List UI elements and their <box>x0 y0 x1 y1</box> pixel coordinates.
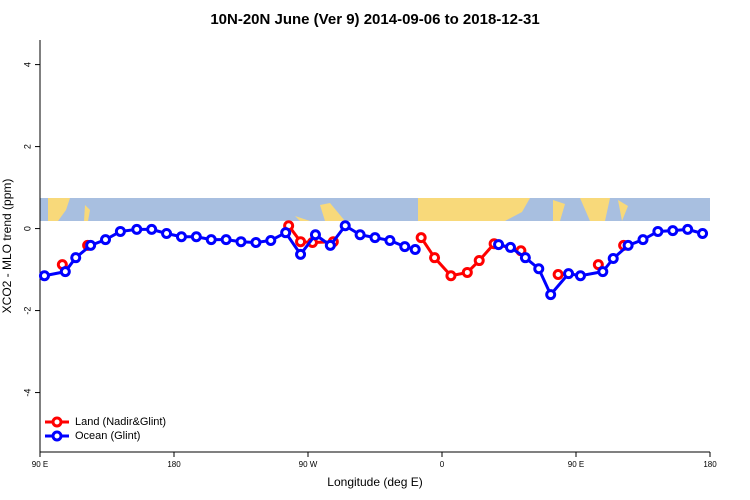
x-tick-label: 90 W <box>299 460 318 469</box>
legend-label: Land (Nadir&Glint) <box>75 416 166 428</box>
y-axis-label: XCO2 - MLO trend (ppm) <box>0 179 14 314</box>
y-tick-label: -4 <box>22 389 32 397</box>
data-point <box>667 225 679 237</box>
data-point <box>445 270 457 282</box>
data-point <box>161 227 173 239</box>
data-point <box>399 241 411 253</box>
data-point <box>59 266 71 278</box>
data-point <box>504 241 516 253</box>
data-point <box>235 236 247 248</box>
x-tick-label: 180 <box>703 460 717 469</box>
data-point <box>175 231 187 243</box>
data-point <box>519 252 531 264</box>
data-point <box>295 248 307 260</box>
data-point <box>409 243 421 255</box>
legend-marker <box>51 416 63 428</box>
data-point <box>415 232 427 244</box>
data-point <box>369 232 381 244</box>
data-point <box>473 255 485 267</box>
data-point <box>250 237 262 249</box>
data-point <box>309 229 321 241</box>
data-point <box>295 236 307 248</box>
data-point <box>354 229 366 241</box>
data-point <box>622 239 634 251</box>
data-point <box>205 234 217 246</box>
data-point <box>697 227 709 239</box>
y-tick-label: 0 <box>22 226 32 231</box>
legend-label: Ocean (Glint) <box>75 430 140 442</box>
legend-marker <box>51 430 63 442</box>
data-point <box>429 252 441 264</box>
data-point <box>637 234 649 246</box>
data-point <box>339 220 351 232</box>
data-point <box>265 234 277 246</box>
y-tick-label: -2 <box>22 307 32 315</box>
data-point <box>38 270 50 282</box>
data-point <box>493 239 505 251</box>
data-point <box>652 225 664 237</box>
data-point <box>545 289 557 301</box>
x-tick-label: 90 E <box>568 460 584 469</box>
data-point <box>100 234 112 246</box>
x-tick-label: 0 <box>440 460 445 469</box>
data-point <box>220 234 232 246</box>
data-point <box>324 239 336 251</box>
x-axis-label: Longitude (deg E) <box>327 475 422 489</box>
data-point <box>70 252 82 264</box>
data-point <box>114 225 126 237</box>
y-tick-label: 2 <box>22 144 32 149</box>
data-point <box>682 223 694 235</box>
data-point <box>607 253 619 265</box>
data-point <box>384 234 396 246</box>
x-tick-label: 180 <box>167 460 181 469</box>
data-point <box>461 266 473 278</box>
data-point <box>597 266 609 278</box>
data-point <box>533 263 545 275</box>
y-tick-label: 4 <box>22 62 32 67</box>
data-point <box>280 227 292 239</box>
chart-title: 10N-20N June (Ver 9) 2014-09-06 to 2018-… <box>210 11 539 28</box>
data-point <box>131 223 143 235</box>
data-point <box>146 223 158 235</box>
data-point <box>574 270 586 282</box>
data-point <box>563 268 575 280</box>
data-point <box>190 231 202 243</box>
data-point <box>552 268 564 280</box>
series-line <box>287 224 334 245</box>
data-point <box>85 239 97 251</box>
map-strip <box>40 198 710 221</box>
x-tick-label: 90 E <box>32 460 48 469</box>
